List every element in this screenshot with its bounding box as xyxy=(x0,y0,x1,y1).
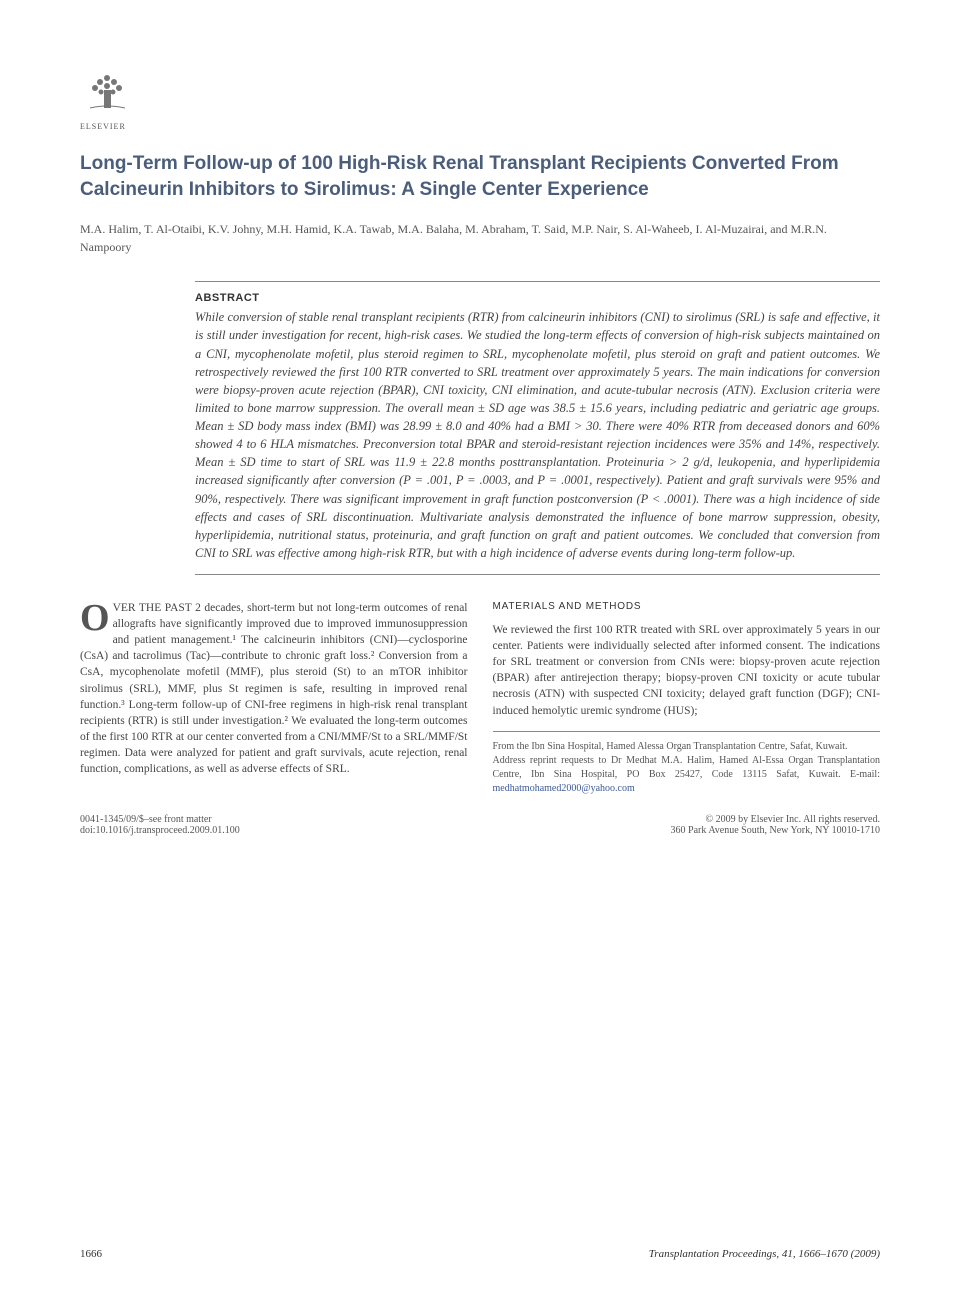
methods-text: We reviewed the first 100 RTR treated wi… xyxy=(493,622,881,719)
right-column: MATERIALS AND METHODS We reviewed the fi… xyxy=(493,600,881,796)
doi-line: doi:10.1016/j.transproceed.2009.01.100 xyxy=(80,825,240,836)
footer-left: 0041-1345/09/$–see front matter doi:10.1… xyxy=(80,814,240,836)
copyright-line: © 2009 by Elsevier Inc. All rights reser… xyxy=(671,814,880,825)
article-footer-meta: 0041-1345/09/$–see front matter doi:10.1… xyxy=(80,814,880,836)
abstract-section: ABSTRACT While conversion of stable rena… xyxy=(195,281,880,575)
publisher-name: ELSEVIER xyxy=(80,122,880,131)
left-column: OVER THE PAST 2 decades, short-term but … xyxy=(80,600,468,796)
elsevier-tree-icon xyxy=(80,60,135,115)
publisher-logo-block: ELSEVIER xyxy=(80,60,880,131)
affiliation-box: From the Ibn Sina Hospital, Hamed Alessa… xyxy=(493,731,881,796)
page-number: 1666 xyxy=(80,1248,102,1260)
methods-heading: MATERIALS AND METHODS xyxy=(493,600,881,614)
intro-body: 2 decades, short-term but not long-term … xyxy=(80,602,468,775)
footer-right: © 2009 by Elsevier Inc. All rights reser… xyxy=(671,814,880,836)
author-list: M.A. Halim, T. Al-Otaibi, K.V. Johny, M.… xyxy=(80,220,880,256)
dropcap: O xyxy=(80,600,113,634)
publisher-address: 360 Park Avenue South, New York, NY 1001… xyxy=(671,825,880,836)
body-columns: OVER THE PAST 2 decades, short-term but … xyxy=(80,600,880,796)
intro-lead: VER THE PAST xyxy=(113,602,192,614)
abstract-text: While conversion of stable renal transpl… xyxy=(195,308,880,562)
article-title: Long-Term Follow-up of 100 High-Risk Ren… xyxy=(80,151,880,202)
journal-citation: Transplantation Proceedings, 41, 1666–16… xyxy=(649,1248,880,1260)
intro-paragraph: OVER THE PAST 2 decades, short-term but … xyxy=(80,600,468,777)
issn-line: 0041-1345/09/$–see front matter xyxy=(80,814,240,825)
reprint-address: Address reprint requests to Dr Medhat M.… xyxy=(493,755,881,780)
affiliation-from: From the Ibn Sina Hospital, Hamed Alessa… xyxy=(493,740,881,754)
page-footer: 1666 Transplantation Proceedings, 41, 16… xyxy=(80,1248,880,1260)
author-email[interactable]: medhatmohamed2000@yahoo.com xyxy=(493,783,635,794)
affiliation-address: Address reprint requests to Dr Medhat M.… xyxy=(493,754,881,796)
abstract-label: ABSTRACT xyxy=(195,292,880,304)
